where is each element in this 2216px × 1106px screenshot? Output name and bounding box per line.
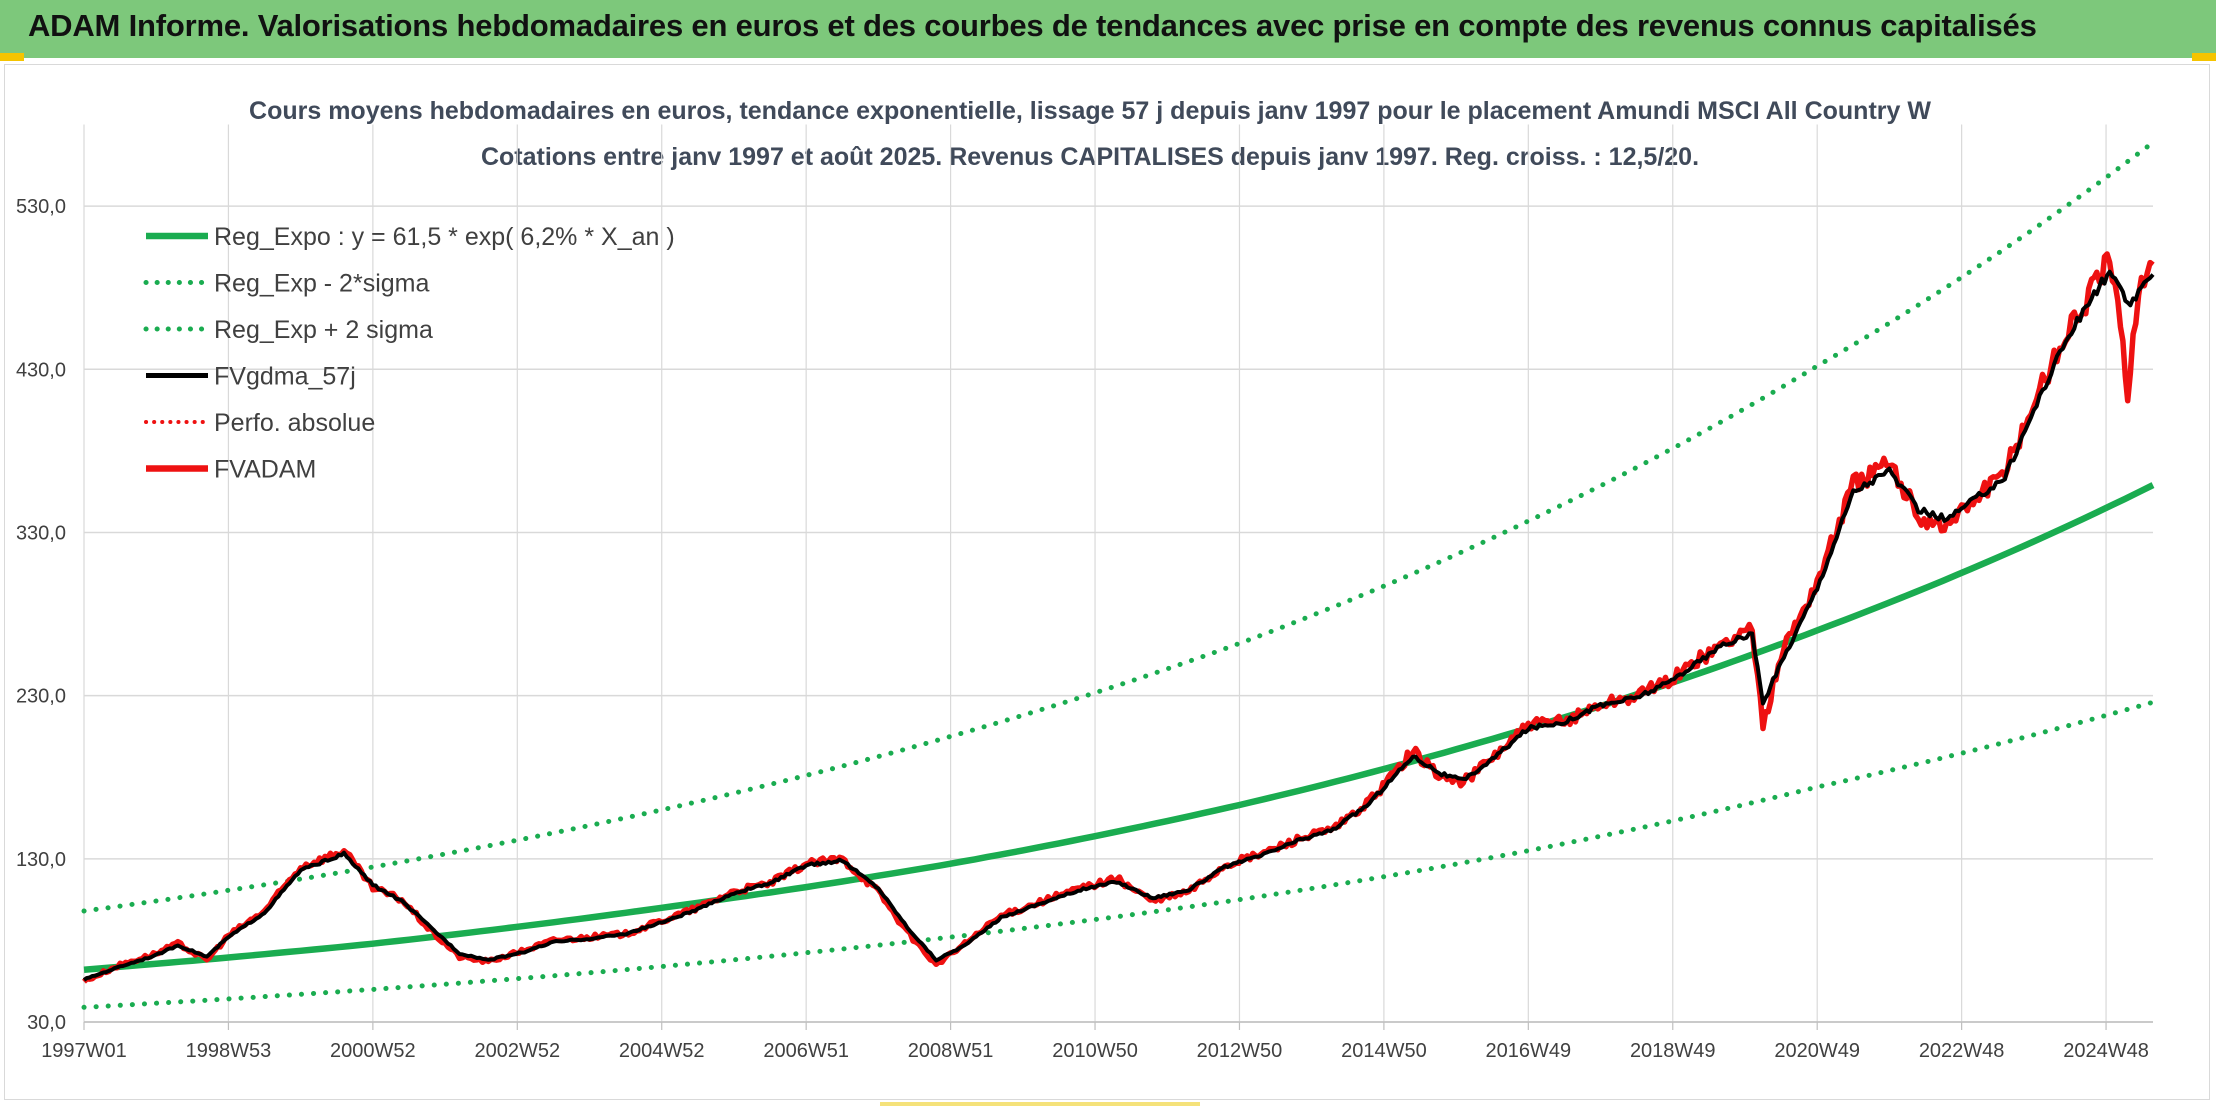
- header-corner-accent-right: [2192, 53, 2216, 61]
- x-tick-label: 1998W53: [186, 1040, 272, 1062]
- series-reg-plus-2sigma: [81, 140, 2156, 914]
- x-tick-label: 2000W52: [330, 1040, 416, 1062]
- y-tick-label: 430,0: [16, 359, 66, 381]
- x-tick-label: 1997W01: [41, 1040, 127, 1062]
- legend-label: FVADAM: [214, 456, 316, 484]
- y-tick-label: 330,0: [16, 522, 66, 544]
- x-tick-label: 2024W48: [2063, 1040, 2149, 1062]
- legend-label: Reg_Exp - 2*sigma: [214, 270, 429, 298]
- x-tick-label: 2020W49: [1774, 1040, 1860, 1062]
- axes: 30,0 130,0 230,0 330,0 430,0 530,0 1997W01 1998…: [16, 196, 2153, 1062]
- y-tick-label: 230,0: [16, 686, 66, 708]
- header-title: ADAM Informe. Valorisations hebdomadaire…: [28, 8, 2037, 43]
- x-tick-label: 2016W49: [1486, 1040, 1572, 1062]
- series-fvadam: [82, 251, 2155, 984]
- x-tick-label: 2014W50: [1341, 1040, 1427, 1062]
- chart-title: Cours moyens hebdomadaires en euros, ten…: [249, 97, 1931, 125]
- gridlines: [83, 124, 2153, 1023]
- x-tick-label: 2006W51: [763, 1040, 849, 1062]
- header-corner-accent-left: [0, 53, 24, 61]
- legend-label: Reg_Exp + 2 sigma: [214, 316, 433, 344]
- bottom-accent: [880, 1102, 1200, 1106]
- header-bar: [0, 0, 2216, 58]
- x-tick-label: 2010W50: [1052, 1040, 1138, 1062]
- x-tick-label: 2022W48: [1919, 1040, 2005, 1062]
- series-fvgdma-57j: [82, 269, 2155, 982]
- x-tick-label: 2002W52: [474, 1040, 560, 1062]
- x-tick-label: 2012W50: [1197, 1040, 1283, 1062]
- series-reg-expo: [83, 482, 2155, 974]
- series-reg-minus-2sigma: [81, 699, 2156, 1010]
- y-tick-label: 530,0: [16, 196, 66, 218]
- legend-label: Perfo. absolue: [214, 409, 375, 437]
- x-tick-label: 2004W52: [619, 1040, 705, 1062]
- chart-subtitle: Cotations entre janv 1997 et août 2025. …: [481, 143, 1699, 171]
- y-tick-label: 130,0: [16, 849, 66, 871]
- x-tick-label: 2008W51: [908, 1040, 994, 1062]
- x-tick-label: 2018W49: [1630, 1040, 1716, 1062]
- legend-label: Reg_Expo : y = 61,5 * exp( 6,2% * X_an ): [214, 223, 675, 251]
- chart-frame: [4, 64, 2210, 1100]
- legend: Reg_Expo : y = 61,5 * exp( 6,2% * X_an )…: [143, 223, 675, 484]
- series-lines: [81, 140, 2156, 1010]
- legend-label: FVgdma_57j: [214, 363, 356, 391]
- y-tick-label: 30,0: [27, 1012, 66, 1034]
